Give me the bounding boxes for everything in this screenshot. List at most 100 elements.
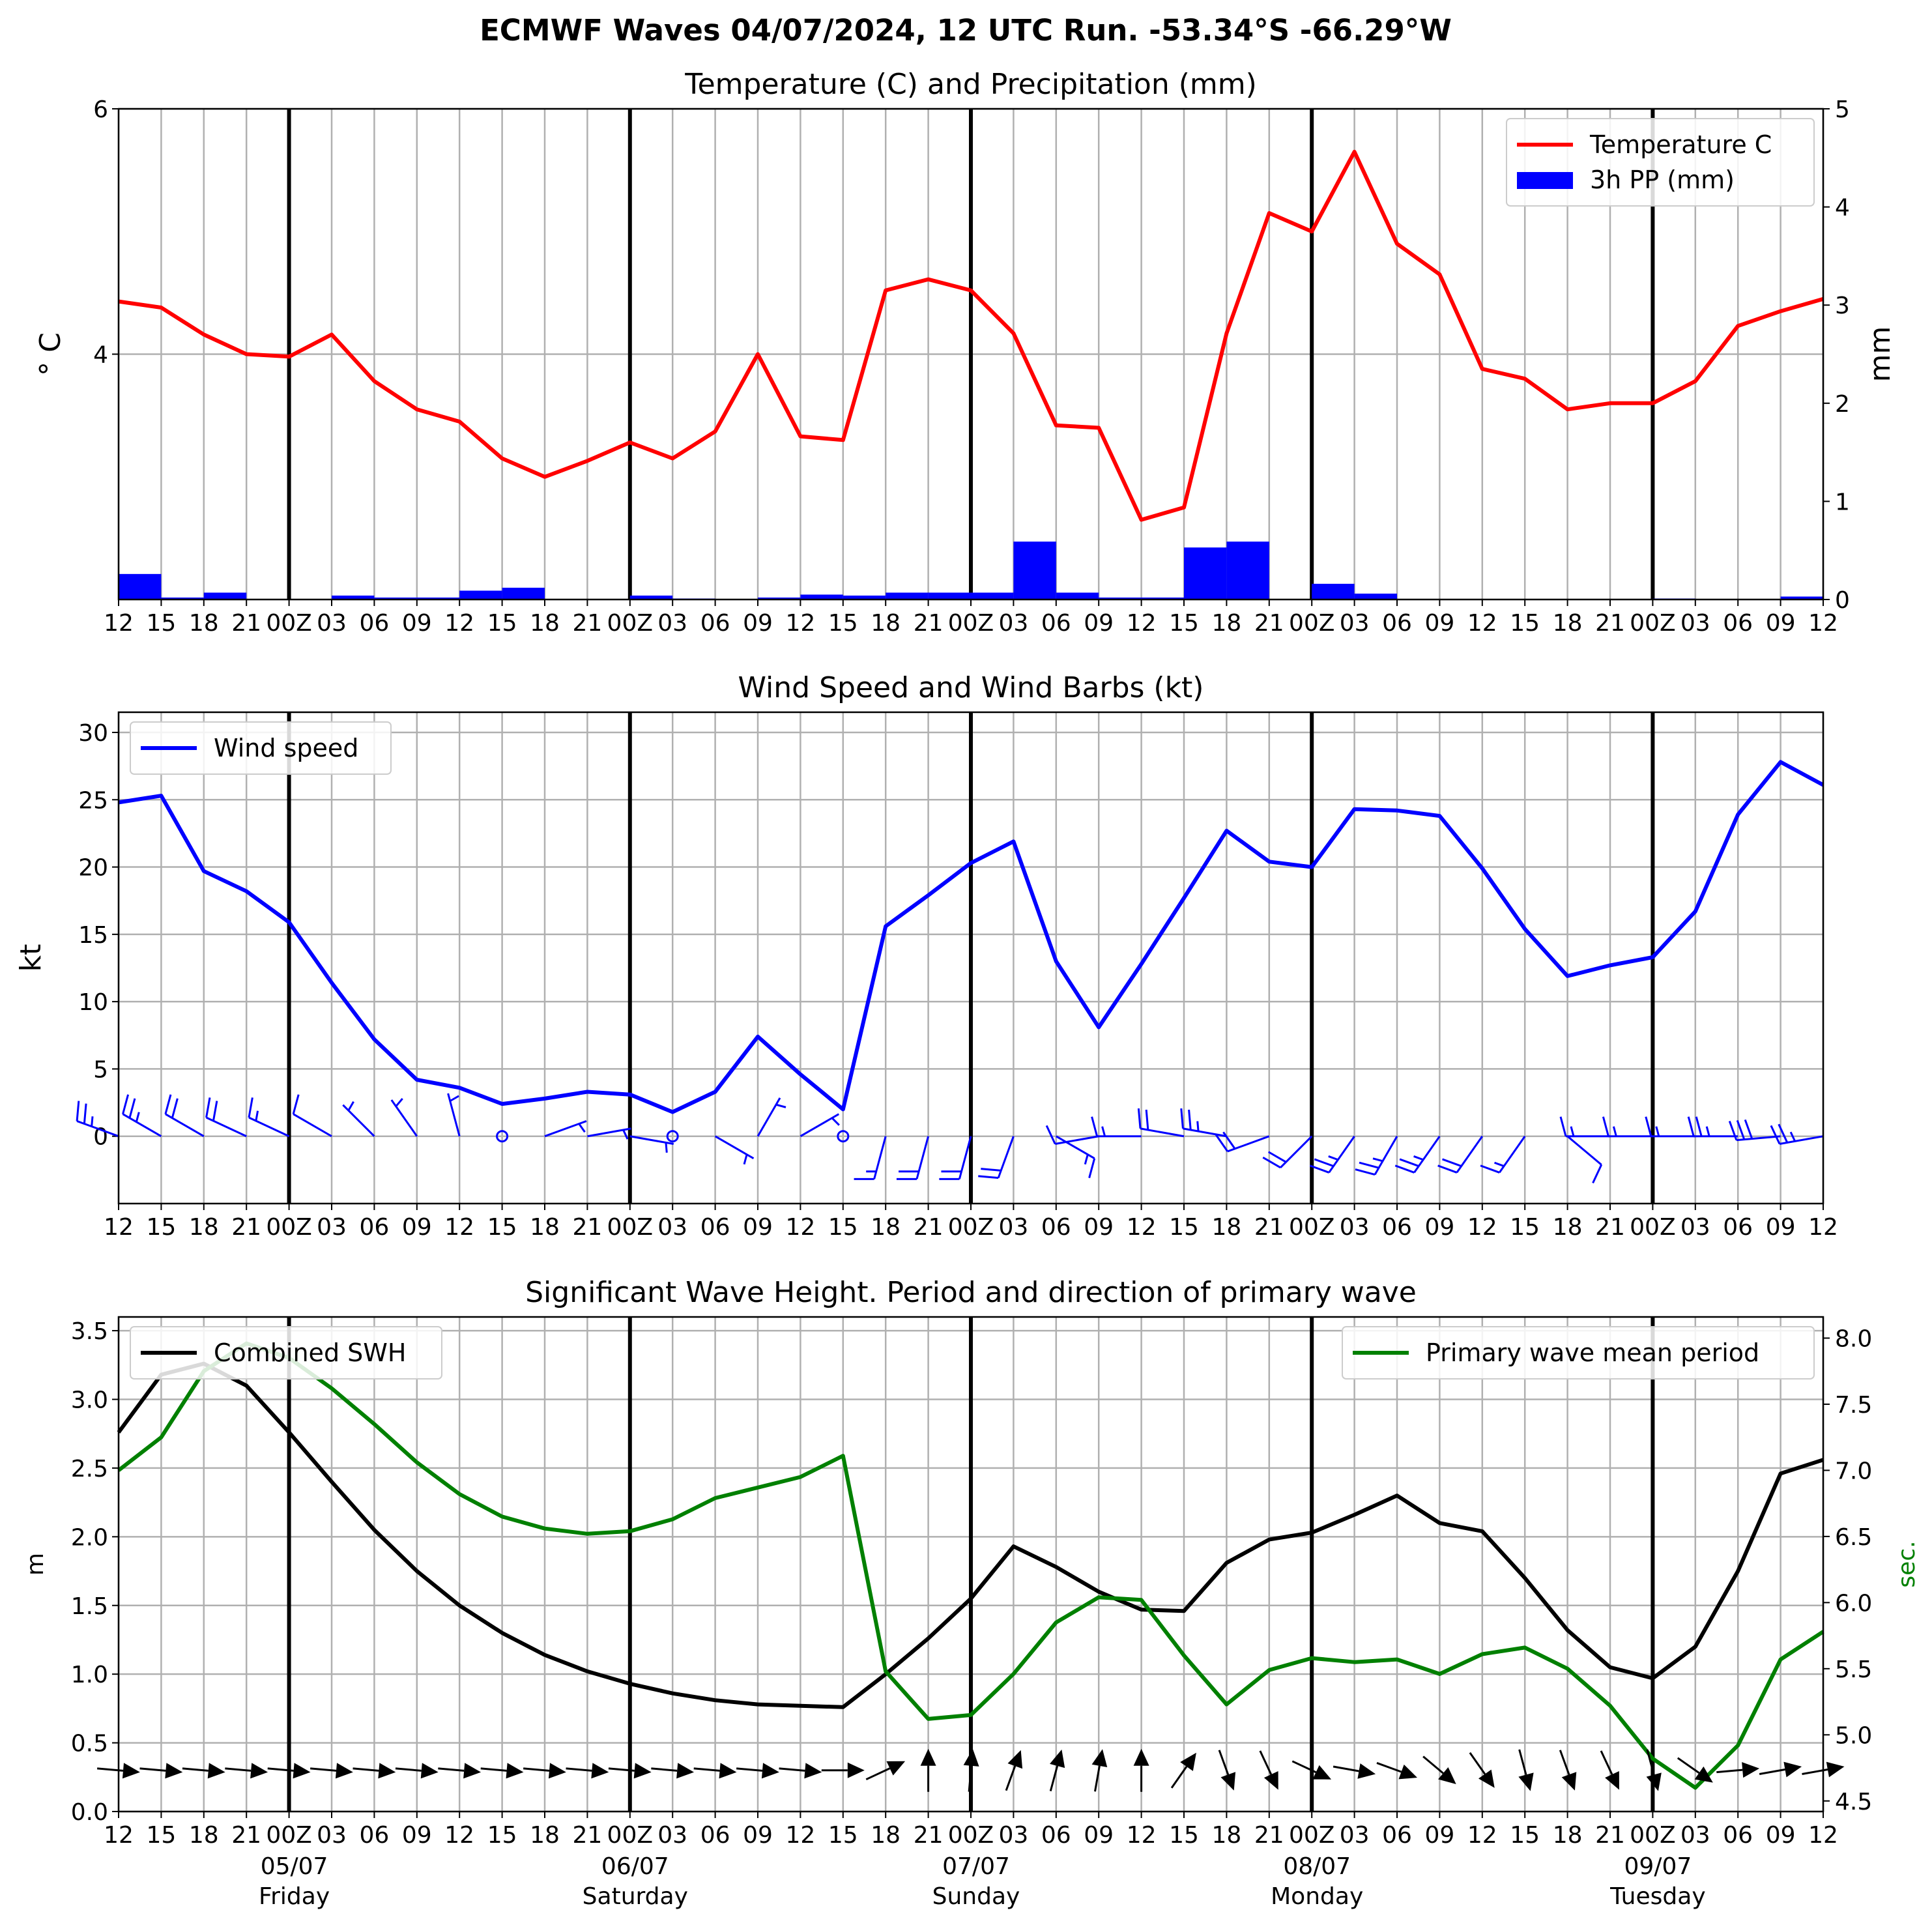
wave-arrow-head	[1220, 1772, 1236, 1791]
x-tick-label: 09	[1766, 1214, 1796, 1241]
wave-arrow-head	[463, 1763, 482, 1779]
plot-frame	[117, 1316, 1824, 1813]
wave-direction-arrow	[963, 1748, 979, 1792]
wind-barb-full	[205, 1097, 211, 1118]
wave-arrow-shaft	[1291, 1760, 1317, 1774]
wave-arrow-head	[1518, 1772, 1534, 1791]
wave-direction-arrow	[779, 1763, 822, 1779]
x-tick-label: 09	[1424, 1214, 1454, 1241]
wave-arrow-head	[1438, 1767, 1456, 1784]
wind-barb-full	[1645, 1116, 1652, 1137]
legend-box	[130, 1326, 442, 1379]
wave-direction-arrow	[1677, 1757, 1713, 1783]
wind-barb-calm	[666, 1130, 679, 1143]
wave-arrow-head	[847, 1762, 865, 1778]
wave-arrow-shaft	[1518, 1749, 1527, 1775]
y-tick-label: 20	[78, 855, 108, 882]
x-tick-label: 21	[914, 610, 944, 637]
wind-barb	[587, 1127, 631, 1140]
wave-arrow-shaft	[1646, 1749, 1655, 1775]
x-tick-label: 15	[1169, 610, 1199, 637]
wind-barb	[666, 1130, 679, 1143]
wave-arrow-shaft	[968, 1765, 973, 1792]
wave-arrow-head	[761, 1763, 779, 1779]
wind-barb-full	[1778, 1123, 1789, 1144]
y-tick-label: 1.0	[71, 1662, 108, 1688]
wind-barb	[1091, 1116, 1142, 1138]
day-date-label: 07/07	[942, 1853, 1010, 1880]
wave-arrow-head	[1263, 1771, 1278, 1790]
x-tick-label: 06	[1041, 1822, 1071, 1849]
x-tick-label: 12	[785, 1214, 815, 1241]
x-tick-label: 12	[1808, 1822, 1838, 1849]
wind-barb	[1215, 1131, 1270, 1153]
wave-direction-arrow	[1218, 1750, 1236, 1791]
wind-barb	[342, 1101, 375, 1137]
wind-barb	[544, 1120, 587, 1138]
day-name-label: Monday	[1271, 1883, 1363, 1910]
wave-direction-arrow	[920, 1748, 936, 1792]
wave-arrow-head	[591, 1763, 609, 1779]
wave-direction-arrow	[395, 1763, 439, 1779]
x-tick-label: 18	[189, 1214, 219, 1241]
wave-direction-arrow	[1469, 1752, 1495, 1788]
wind-barb-half	[1655, 1126, 1660, 1137]
x-tick-label: 18	[530, 610, 560, 637]
wind-barb	[205, 1097, 247, 1138]
day-label: 08/07 Monday	[1271, 1853, 1363, 1910]
wind-barb-half	[1328, 1155, 1338, 1161]
wind-barb-half	[255, 1110, 259, 1121]
x-tick-label: 18	[1553, 1214, 1583, 1241]
x-tick-label: 21	[572, 1822, 602, 1849]
wave-arrow-shaft	[182, 1767, 209, 1772]
swh-line	[117, 1361, 1824, 1709]
wave-direction-arrow	[1091, 1749, 1108, 1792]
precip-bar	[416, 597, 460, 599]
x-tick-label: 00Z	[948, 1214, 994, 1241]
wind-barb-half	[1493, 1161, 1505, 1167]
y-tick-label: 0.5	[71, 1731, 108, 1757]
wave-arrow-head	[676, 1763, 695, 1779]
wind-barb-full	[1215, 1134, 1229, 1152]
x-tick-label: 12	[444, 1822, 474, 1849]
x-tick-label: 21	[1595, 610, 1625, 637]
wave-arrow-shaft	[353, 1767, 379, 1772]
x-tick-label: 00Z	[948, 610, 994, 637]
y-axis-label: ° C	[34, 332, 67, 376]
x-tick-label: 18	[871, 610, 901, 637]
x-tick-label: 06	[700, 1822, 730, 1849]
wind-barb-half	[831, 1117, 840, 1126]
x-tick-label: 09	[743, 1214, 773, 1241]
wave-arrow-head	[420, 1763, 439, 1779]
x-tick-label: 00Z	[1630, 610, 1675, 637]
wind-barb	[1137, 1108, 1185, 1138]
legend-box	[130, 721, 392, 775]
wind-barb	[939, 1136, 972, 1180]
x-tick-label: 06	[359, 610, 389, 637]
wave-direction-arrow	[1049, 1749, 1065, 1792]
wave-arrow-head	[207, 1763, 225, 1779]
x-tick-label: 12	[104, 1214, 134, 1241]
x-tick-label: 06	[1723, 1214, 1753, 1241]
x-tick-label: 00Z	[266, 610, 311, 637]
x-tick-label: 15	[1510, 1822, 1540, 1849]
x-tick-label: 15	[146, 1214, 176, 1241]
day-date-label: 06/07	[601, 1853, 669, 1880]
precip-bar	[1312, 583, 1355, 599]
x-tick-label: 21	[914, 1214, 944, 1241]
day-label: 09/07 Tuesday	[1609, 1853, 1705, 1910]
wind-barb	[837, 1130, 850, 1143]
x-tick-label: 18	[530, 1214, 560, 1241]
x-tick-label: 15	[487, 610, 517, 637]
wave-arrow-shaft	[267, 1767, 294, 1772]
wave-direction-arrow	[182, 1763, 225, 1779]
wind-barb-full	[1437, 1164, 1458, 1174]
precip-bar	[374, 597, 417, 599]
x-tick-label: 09	[1424, 610, 1454, 637]
wave-arrow-head	[548, 1763, 566, 1779]
y-tick-label: 2.5	[71, 1456, 108, 1482]
wave-direction-arrow	[1646, 1749, 1662, 1791]
wind-barb-full	[292, 1094, 300, 1115]
wind-barb	[122, 1094, 162, 1138]
